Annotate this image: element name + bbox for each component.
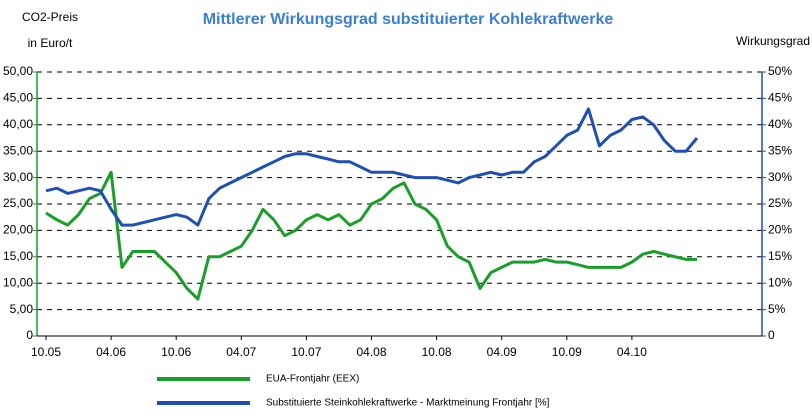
y2-tick-label: 5% bbox=[768, 302, 786, 316]
y-tick-label: 35,00 bbox=[3, 143, 33, 157]
y-tick-label: 20,00 bbox=[3, 223, 33, 237]
y-tick-label: 45,00 bbox=[3, 91, 33, 105]
series-line bbox=[45, 170, 697, 301]
y2-tick-label: 20% bbox=[768, 223, 792, 237]
x-tick-label: 10.05 bbox=[31, 345, 61, 359]
y2-tick-label: 10% bbox=[768, 275, 792, 289]
legend-label: Substituierte Steinkohlekraftwerke - Mar… bbox=[266, 398, 550, 409]
y-tick-label: 50,00 bbox=[3, 64, 33, 78]
x-tick-label: 04.10 bbox=[617, 345, 647, 359]
y-tick-label: 10,00 bbox=[3, 275, 33, 289]
x-tick-label: 04.06 bbox=[96, 345, 126, 359]
y-axis-label: in Euro/t bbox=[28, 36, 73, 50]
y-tick-label: 25,00 bbox=[3, 196, 33, 210]
x-tick-label: 04.09 bbox=[487, 345, 517, 359]
x-tick-label: 10.08 bbox=[422, 345, 452, 359]
y2-tick-label: 15% bbox=[768, 249, 792, 263]
y-tick-label: 40,00 bbox=[3, 117, 33, 131]
y-tick-label: 5,00 bbox=[10, 302, 34, 316]
x-tick-label: 10.06 bbox=[161, 345, 191, 359]
x-tick-label: 10.07 bbox=[291, 345, 321, 359]
y2-tick-label: 30% bbox=[768, 170, 792, 184]
y-axis-label: CO2-Preis bbox=[22, 10, 78, 24]
y2-tick-label: 25% bbox=[768, 196, 792, 210]
y2-tick-label: 45% bbox=[768, 91, 792, 105]
chart-title: Mittlerer Wirkungsgrad substituierter Ko… bbox=[203, 11, 614, 28]
series-line bbox=[45, 107, 699, 227]
y2-tick-label: 40% bbox=[768, 117, 792, 131]
x-tick-label: 04.08 bbox=[356, 345, 386, 359]
y2-tick-label: 50% bbox=[768, 64, 792, 78]
legend-label: EUA-Frontjahr (EEX) bbox=[266, 374, 359, 385]
x-tick-label: 04.07 bbox=[226, 345, 256, 359]
x-tick-label: 10.09 bbox=[552, 345, 582, 359]
y2-axis-label: Wirkungsgrad bbox=[736, 34, 810, 48]
y-tick-label: 30,00 bbox=[3, 170, 33, 184]
y-tick-label: 0 bbox=[26, 328, 33, 342]
y2-tick-label: 35% bbox=[768, 143, 792, 157]
y2-tick-label: 0 bbox=[768, 328, 775, 342]
y-tick-label: 15,00 bbox=[3, 249, 33, 263]
